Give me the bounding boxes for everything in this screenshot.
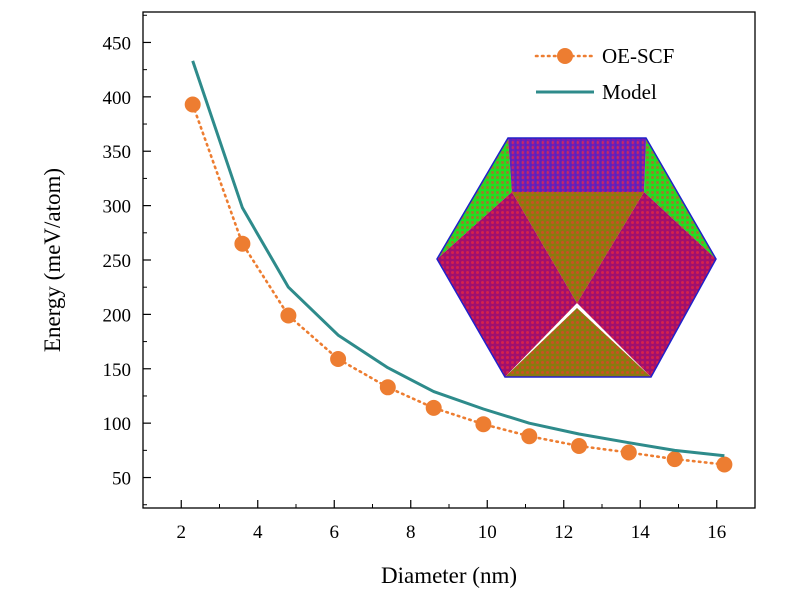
y-tick-label: 300 <box>103 197 132 218</box>
y-tick-label: 200 <box>103 305 132 326</box>
inset-face-center-texture <box>512 192 644 303</box>
y-axis-title: Energy (meV/atom) <box>40 168 65 352</box>
inset-face-green-left-texture <box>437 138 512 259</box>
y-tick-label: 400 <box>103 88 132 109</box>
data-point-oe-scf <box>521 428 538 445</box>
data-point-oe-scf <box>184 96 201 113</box>
y-tick-label: 50 <box>112 469 131 490</box>
legend-marker-oe-scf <box>557 48 573 64</box>
legend-label-oe-scf: OE-SCF <box>602 44 674 68</box>
legend: OE-SCF Model <box>534 44 674 104</box>
inset-face-top-stripes <box>508 138 646 192</box>
x-tick-label: 16 <box>707 522 726 543</box>
series-line-model <box>191 60 725 458</box>
data-point-oe-scf <box>666 451 683 468</box>
inset-face-bottom-texture <box>505 308 651 377</box>
data-point-oe-scf <box>475 416 492 433</box>
x-tick-label: 2 <box>177 522 187 543</box>
data-point-oe-scf <box>716 456 733 473</box>
y-tick-label: 450 <box>103 33 132 54</box>
x-tick-label: 10 <box>478 522 497 543</box>
x-tick-label: 6 <box>330 522 340 543</box>
y-tick-label: 100 <box>103 414 132 435</box>
inset-nanocluster-image <box>436 137 717 378</box>
data-point-oe-scf <box>571 438 587 454</box>
series-line-oe-scf <box>191 103 726 466</box>
data-point-oe-scf <box>425 399 442 416</box>
legend-label-model: Model <box>602 80 657 104</box>
y-tick-label: 150 <box>103 360 132 381</box>
y-tick-label: 250 <box>103 251 132 272</box>
data-point-oe-scf <box>379 379 396 396</box>
series-layer <box>184 60 733 473</box>
inset-face-right-texture <box>577 192 716 377</box>
x-tick-label: 14 <box>631 522 651 543</box>
data-point-oe-scf <box>234 235 251 252</box>
inset-outline <box>436 137 717 378</box>
inset-face-left-texture <box>437 192 577 377</box>
x-tick-label: 8 <box>406 522 416 543</box>
x-tick-label: 12 <box>554 522 573 543</box>
x-axis-title: Diameter (nm) <box>381 563 517 588</box>
data-point-oe-scf <box>330 351 347 367</box>
axes: 2 4 6 8 10 12 14 16 50 100 150 200 250 300 350 400 450 <box>103 14 756 543</box>
data-point-oe-scf <box>280 307 297 324</box>
x-tick-label: 4 <box>253 522 263 543</box>
plot-frame <box>142 11 756 509</box>
y-tick-label: 350 <box>103 142 132 163</box>
data-point-oe-scf <box>620 444 637 461</box>
